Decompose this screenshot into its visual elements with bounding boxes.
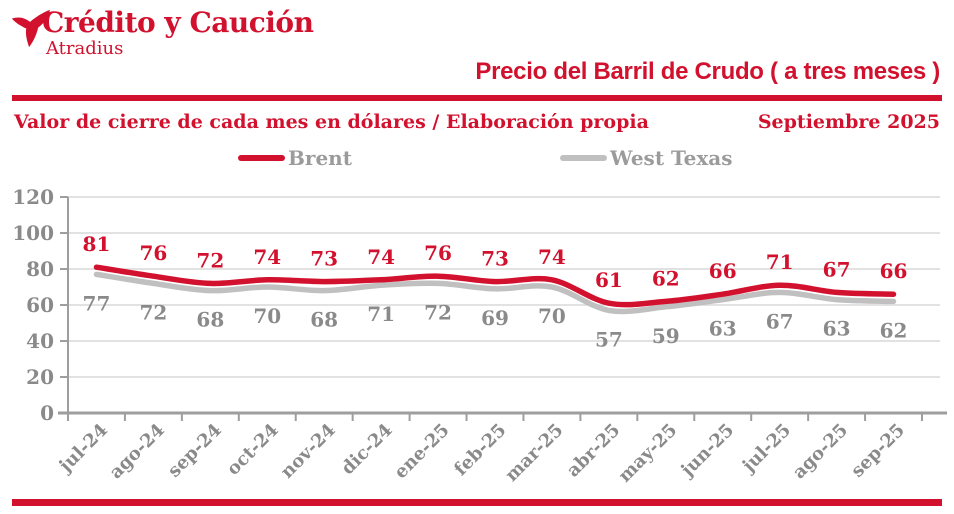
brent-data-label: 74 <box>538 245 566 269</box>
chart-subtitle: Valor de cierre de cada mes en dólares /… <box>14 111 649 133</box>
bottom-divider <box>12 499 942 506</box>
y-tick-label: 80 <box>26 257 54 281</box>
x-axis-label: sep-25 <box>847 420 909 482</box>
legend-label-west-texas: West Texas <box>610 146 733 170</box>
x-axis-label: ago-24 <box>105 420 168 483</box>
x-axis-label: nov-24 <box>277 420 340 483</box>
brent-line-swatch <box>238 155 285 161</box>
legend-item-brent: Brent <box>238 148 352 168</box>
top-divider <box>12 95 942 101</box>
west-texas-data-label: 71 <box>367 302 395 326</box>
x-axis-label: sep-24 <box>164 420 226 482</box>
brent-data-label: 76 <box>139 241 167 265</box>
brand-subtext: Atradius <box>46 38 124 59</box>
report-date: Septiembre 2025 <box>757 111 940 133</box>
west-texas-data-label: 62 <box>880 318 908 342</box>
chart-legend: Brent West Texas <box>0 148 954 174</box>
brent-data-label: 62 <box>652 266 680 290</box>
x-axis-label: jul-25 <box>737 420 795 478</box>
brent-data-label: 73 <box>310 247 338 271</box>
x-axis-label: may-25 <box>614 420 681 487</box>
brent-data-label: 67 <box>823 257 851 281</box>
x-axis-label: jun-25 <box>676 420 738 482</box>
west-texas-data-label: 57 <box>595 327 623 351</box>
west-texas-data-label: 68 <box>196 308 224 332</box>
west-texas-line <box>93 271 897 315</box>
legend-label-brent: Brent <box>288 146 352 170</box>
west-texas-data-label: 70 <box>253 304 281 328</box>
brent-data-label: 66 <box>880 259 908 283</box>
y-tick-label: 60 <box>26 293 54 317</box>
x-axis-label: ago-25 <box>789 420 852 483</box>
y-tick-label: 40 <box>26 329 54 353</box>
west-texas-data-label: 63 <box>823 317 851 341</box>
west-texas-data-label: 59 <box>652 324 680 348</box>
brand-name: Crédito y Caución <box>42 6 314 39</box>
west-texas-line-swatch <box>560 155 607 161</box>
x-axis-label: ene-25 <box>390 420 453 483</box>
x-axis-label: mar-25 <box>501 420 567 486</box>
legend-item-west-texas: West Texas <box>560 148 732 168</box>
x-axis-label: oct-24 <box>223 420 283 480</box>
line-chart: 0 20 40 60 80 100 120 81 76 72 74 73 74 76 73 74 61 62 66 7… <box>12 185 947 487</box>
west-texas-data-label: 70 <box>538 304 566 328</box>
west-texas-data-label: 69 <box>481 306 509 330</box>
west-texas-data-label: 77 <box>83 291 111 315</box>
brent-data-label: 71 <box>766 250 794 274</box>
y-tick-label: 20 <box>26 365 54 389</box>
brent-data-label: 61 <box>595 268 623 292</box>
y-tick-label: 0 <box>40 401 54 425</box>
brent-data-label: 76 <box>424 241 452 265</box>
brent-data-label: 74 <box>253 245 281 269</box>
brent-data-label: 66 <box>709 259 737 283</box>
credito-y-caucion-logo-icon <box>11 9 51 48</box>
brent-data-label: 81 <box>83 232 111 256</box>
west-texas-data-label: 68 <box>310 308 338 332</box>
west-texas-data-label: 72 <box>139 300 167 324</box>
west-texas-data-label: 63 <box>709 317 737 341</box>
page-title: Precio del Barril de Crudo ( a tres mese… <box>475 58 940 85</box>
y-tick-label: 120 <box>12 185 54 209</box>
x-axis-label: jul-24 <box>54 420 112 478</box>
west-texas-data-label: 72 <box>424 300 452 324</box>
brent-data-label: 73 <box>481 247 509 271</box>
west-texas-data-label: 67 <box>766 309 794 333</box>
brent-line <box>93 264 897 308</box>
y-tick-label: 100 <box>12 221 54 245</box>
brent-data-label: 74 <box>367 245 395 269</box>
brent-data-label: 72 <box>196 248 224 272</box>
x-axis-label: dic-24 <box>337 420 396 479</box>
